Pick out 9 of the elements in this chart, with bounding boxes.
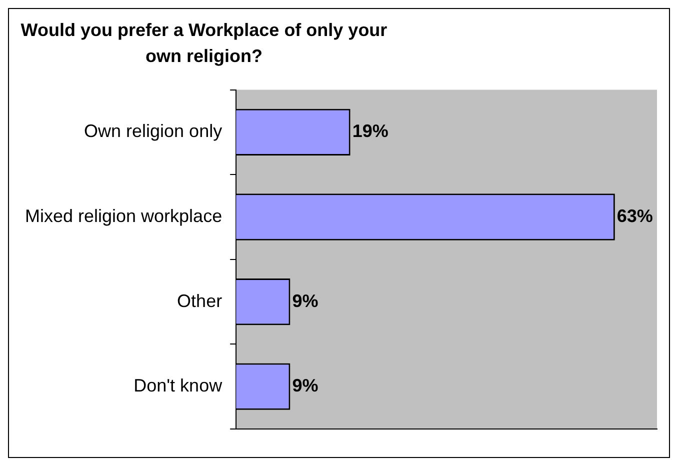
- data-label: 63%: [616, 206, 653, 226]
- y-tick-label: Own religion only: [84, 121, 222, 142]
- y-tick-label: Other: [177, 290, 222, 311]
- y-tick-label: Mixed religion workplace: [24, 206, 222, 226]
- data-label: 9%: [292, 290, 318, 311]
- data-label: 19%: [352, 121, 388, 142]
- data-label: 9%: [292, 376, 318, 396]
- y-tick-label: Don't know: [134, 376, 224, 396]
- chart-title: Would you prefer a Workplace of only your own religion?: [20, 19, 388, 68]
